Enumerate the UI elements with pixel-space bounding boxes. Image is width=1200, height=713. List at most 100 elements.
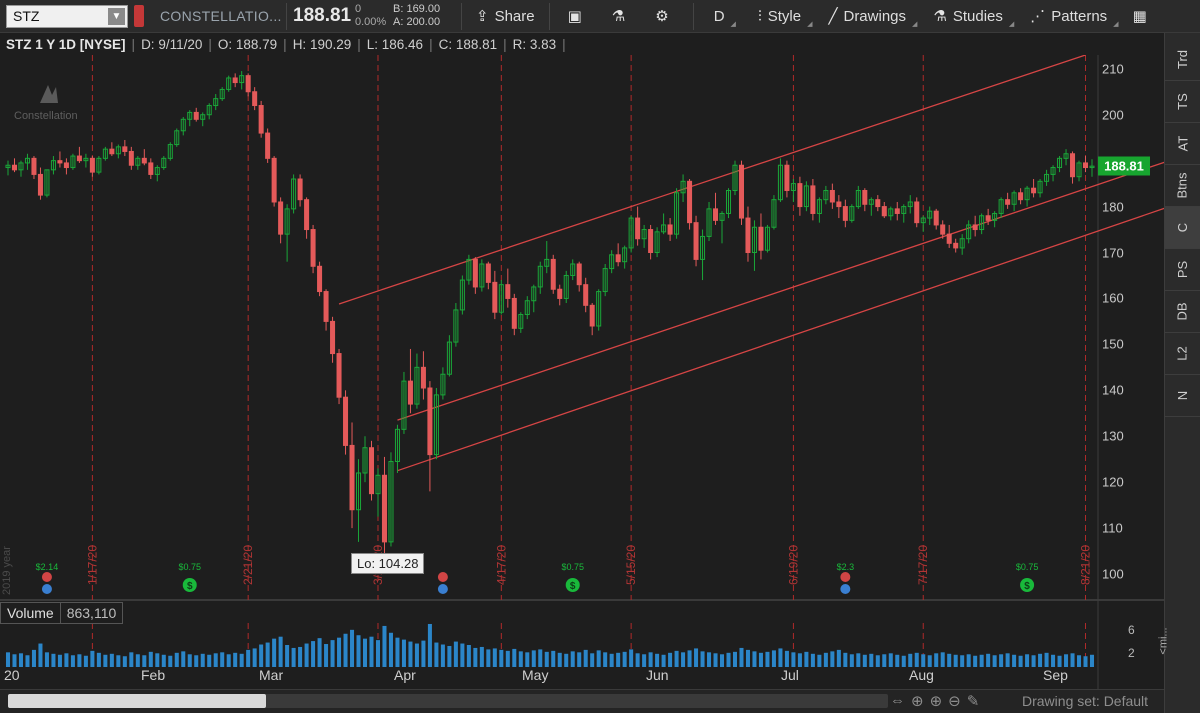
volume-bar (246, 649, 251, 667)
price-axis[interactable]: 100110120130140150160170180190200210 (1098, 55, 1164, 600)
candle (291, 174, 297, 214)
style-button[interactable]: ⫶ Style ◢ (750, 0, 821, 33)
timeframe-button[interactable]: D ◢ (700, 0, 750, 33)
candle-body (979, 215, 985, 231)
candle-body (148, 162, 154, 175)
candle (537, 261, 543, 294)
settings-button[interactable]: ⚙ (643, 0, 686, 33)
candle (550, 254, 556, 294)
volume-bar (765, 651, 770, 667)
sidebar-tab-ps[interactable]: PS (1165, 249, 1200, 291)
pan-arrows-icon[interactable]: ⇔ (890, 692, 905, 709)
candle-body (83, 157, 89, 162)
last-price-tag: 188.81 (1098, 156, 1150, 176)
studies-button[interactable]: ⚗ Studies ◢ (925, 0, 1022, 33)
trend-channel[interactable] (338, 55, 1164, 472)
volume-bar (525, 652, 530, 667)
candle-body (505, 284, 511, 299)
sidebar-tab-n[interactable]: N (1165, 375, 1200, 417)
flask-button[interactable]: ⚗ (600, 0, 643, 33)
volume-bar (882, 654, 887, 667)
time-axis-label: Jul (781, 667, 799, 683)
volume-bar (350, 629, 355, 667)
volume-bar (453, 641, 458, 667)
candle-body (336, 353, 342, 398)
candle-body (472, 258, 478, 288)
candle (420, 351, 426, 400)
candle (823, 185, 829, 205)
candle (790, 179, 796, 202)
volume-bar (577, 652, 582, 667)
sidebar-tab-l2[interactable]: L2 (1165, 333, 1200, 375)
sidebar-tab-at[interactable]: AT (1165, 123, 1200, 165)
candle-body (44, 169, 50, 196)
event-amount-label: $0.75 (561, 562, 584, 572)
candle-body (725, 190, 732, 214)
crosshair-icon[interactable]: ⊕ (911, 693, 924, 710)
volume-bar (51, 653, 56, 667)
price-tick-label: 210 (1102, 61, 1124, 77)
candle (920, 215, 926, 232)
candle-body (713, 208, 719, 221)
share-button[interactable]: ⇪ Share (468, 0, 543, 33)
note-icon: ▣ (567, 8, 582, 25)
sidebar-tab-trd[interactable]: Trd (1165, 39, 1200, 81)
candle-body (245, 75, 251, 93)
year-label: 2019 year (1, 546, 13, 595)
volume-bar (226, 654, 231, 667)
chart-scrollbar-thumb[interactable] (8, 694, 266, 708)
candle (407, 348, 413, 414)
candle-body (407, 380, 413, 405)
share-icon: ⇪ (476, 8, 489, 25)
candle-body (933, 210, 939, 226)
dividend-icon (565, 578, 580, 592)
candle (758, 213, 764, 260)
candle-body (401, 380, 407, 430)
candle-body (1037, 180, 1043, 194)
candle-body (1050, 167, 1056, 175)
candle-body (433, 394, 439, 456)
event-date-label: 4/17/20 (494, 545, 508, 585)
volume-bar (1005, 653, 1010, 667)
dropdown-triangle-icon: ◢ (730, 20, 736, 28)
alert-flag-icon[interactable] (134, 5, 144, 27)
candle-body (57, 160, 63, 164)
volume-bar (473, 647, 478, 667)
volume-axis-label: 6 (1128, 623, 1135, 637)
volume-bar (752, 651, 757, 667)
candle-body (719, 212, 725, 221)
event-amount-label: $2.14 (36, 562, 59, 572)
candle (148, 158, 154, 180)
volume-bar (1083, 656, 1088, 667)
notes-button[interactable]: ▣ (556, 0, 600, 33)
volume-bar (414, 643, 419, 667)
sidebar-tab-ts[interactable]: TS (1165, 81, 1200, 123)
volume-bar (388, 632, 393, 667)
candle-body (459, 279, 465, 311)
candle (336, 348, 342, 405)
candle (803, 181, 809, 212)
candle (615, 243, 621, 267)
zoom-out-icon[interactable]: ⊖ (948, 693, 961, 710)
drawings-button[interactable]: ╱ Drawings ◢ (820, 0, 925, 33)
divider (548, 2, 550, 30)
sidebar-tab-btns[interactable]: Btns (1165, 165, 1200, 207)
symbol-input[interactable]: STZ ▼ (6, 4, 128, 28)
volume-bar (895, 654, 900, 667)
candle (829, 183, 835, 209)
volume-bar (25, 655, 30, 667)
pencil-icon[interactable]: ✎ (966, 693, 980, 710)
candle-body (816, 199, 822, 214)
grid-layout-button[interactable]: ▦ (1127, 0, 1159, 33)
candle-body (946, 233, 952, 244)
candle-body (122, 146, 128, 152)
zoom-in-icon[interactable]: ⊕ (929, 693, 943, 710)
patterns-button[interactable]: ⋰ Patterns ◢ (1022, 0, 1126, 33)
symbol-dropdown-icon[interactable]: ▼ (108, 7, 125, 25)
drawing-set-label[interactable]: Drawing set: Default (1022, 693, 1149, 709)
sidebar-tab-db[interactable]: DB (1165, 291, 1200, 333)
volume-bar (901, 655, 906, 667)
sidebar-tab-c[interactable]: C (1165, 207, 1200, 249)
mini-panel-label[interactable]: <mi... (1157, 627, 1170, 655)
